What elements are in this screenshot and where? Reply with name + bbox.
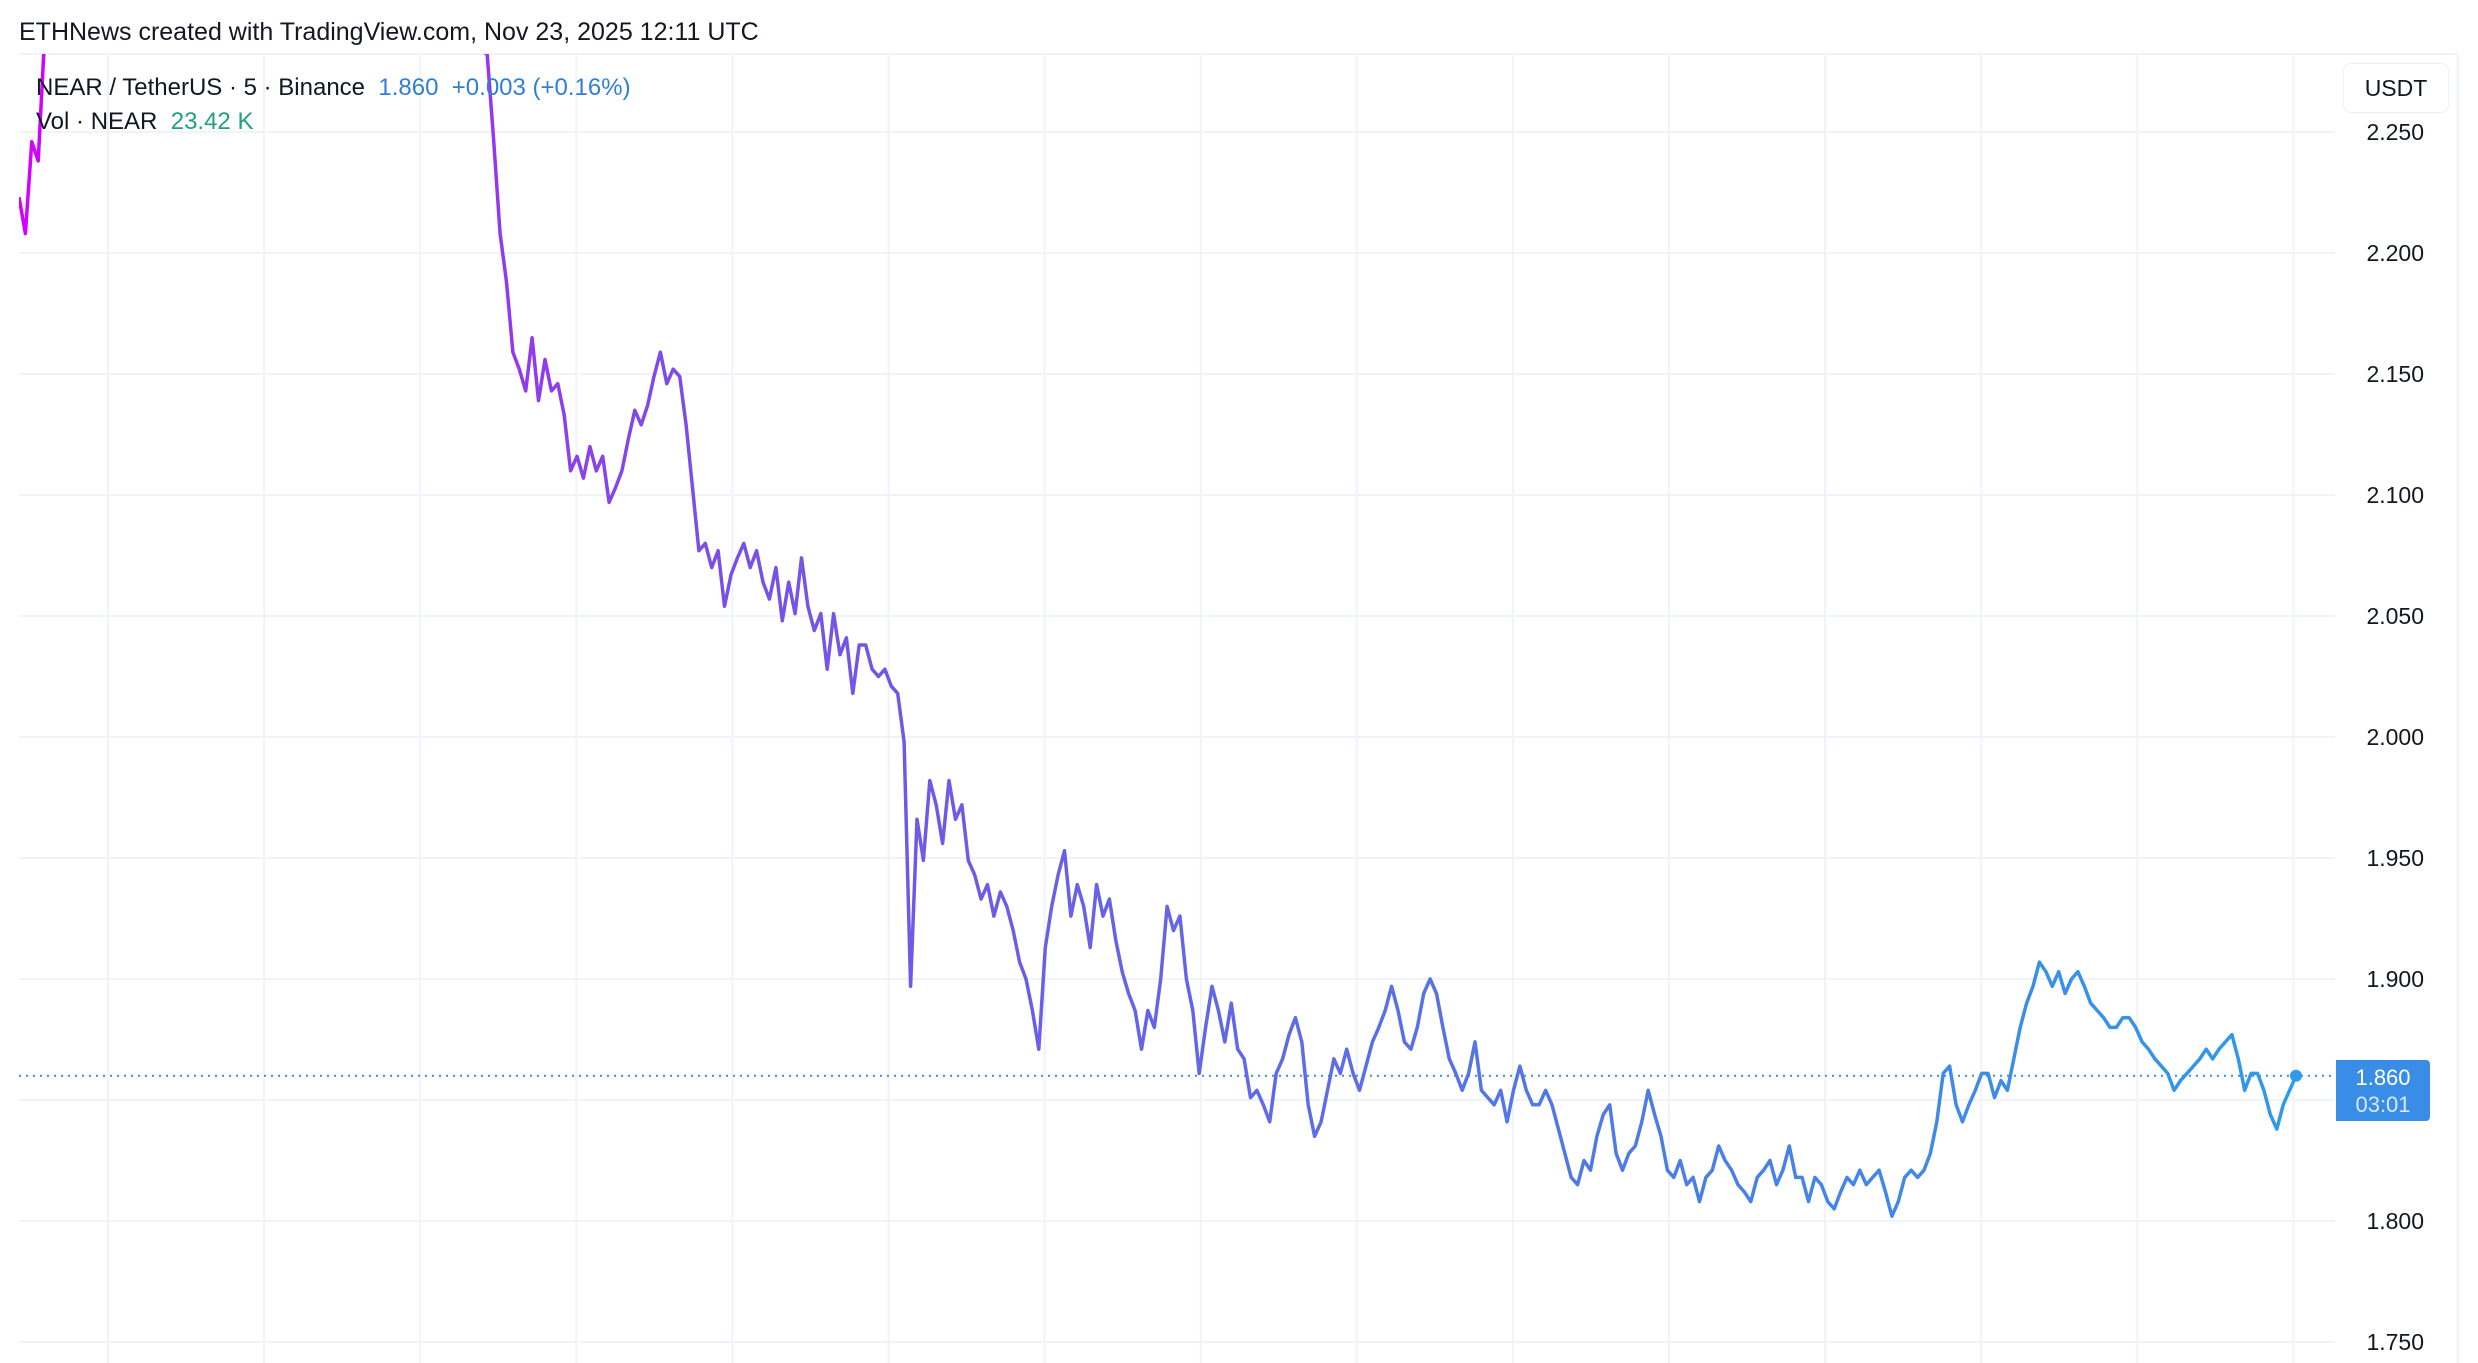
price-tick-label: 1.750: [2366, 1329, 2424, 1355]
price-series-line: [19, 54, 2298, 1218]
price-tick-label: 2.050: [2366, 603, 2424, 629]
grid-lines: [19, 54, 2335, 1363]
last-price: 1.860: [378, 74, 439, 101]
price-tick-label: 2.100: [2366, 482, 2424, 508]
price-tick-label: 1.950: [2366, 845, 2424, 871]
currency-button[interactable]: USDT: [2343, 63, 2449, 113]
price-tick-label: 2.150: [2366, 361, 2424, 387]
symbol-title[interactable]: NEAR / TetherUS · 5 · Binance: [36, 74, 366, 101]
price-tick-label: 2.000: [2366, 724, 2424, 750]
symbol-legend: NEAR / TetherUS · 5 · Binance 1.860 +0.0…: [36, 74, 631, 102]
price-tick-label: 2.200: [2366, 240, 2424, 266]
chart-attribution: ETHNews created with TradingView.com, No…: [19, 18, 759, 46]
volume-value: 23.42 K: [170, 108, 254, 135]
last-price-dot: [2290, 1069, 2302, 1082]
price-tick-label: 1.900: [2366, 966, 2424, 992]
price-tick-label: 2.250: [2366, 119, 2424, 145]
last-price-label: 1.860 03:01: [2336, 1060, 2430, 1121]
last-price-value: 1.860: [2355, 1065, 2411, 1090]
price-tick-label: 1.800: [2366, 1208, 2424, 1234]
price-axis[interactable]: 2.250 2.200 2.150 2.100 2.050 2.000 1.950 1.900…: [2366, 119, 2424, 1355]
volume-legend: Vol · NEAR 23.42 K: [36, 108, 253, 136]
volume-label[interactable]: Vol · NEAR: [36, 108, 158, 135]
price-change: +0.003 (+0.16%): [451, 74, 631, 101]
bar-countdown: 03:01: [2355, 1092, 2411, 1117]
